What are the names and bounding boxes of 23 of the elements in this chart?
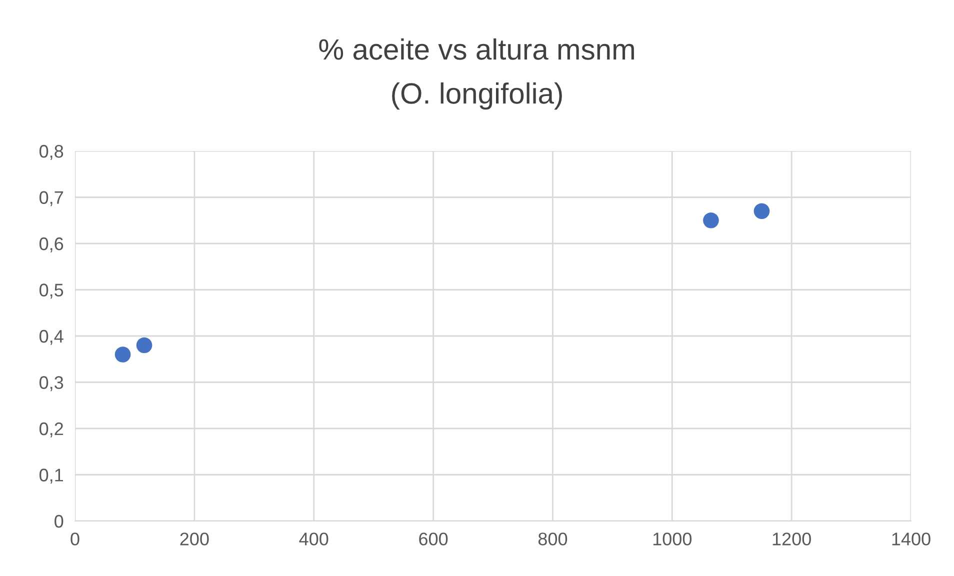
x-tick-label: 800	[538, 532, 568, 546]
x-tick-label: 600	[419, 532, 448, 546]
point	[754, 203, 770, 220]
y-tick-label: 0,5	[39, 284, 64, 299]
y-tick-label: 0,8	[39, 144, 64, 160]
x-tick-label: 400	[299, 532, 328, 546]
y-tick-label: 0,2	[39, 422, 63, 438]
x-tick-label: 200	[180, 532, 209, 546]
x-tick-label: 1000	[653, 532, 692, 546]
x-tick-label: 1200	[772, 532, 811, 546]
y-tick-label: 0,7	[39, 191, 63, 206]
point	[703, 212, 719, 228]
y-tick-label: 0,1	[39, 468, 64, 484]
y-tick-label: 0,4	[39, 330, 64, 345]
x-tick-label: 0	[70, 532, 80, 546]
x-tick-label: 1400	[892, 532, 930, 546]
y-tick-label: 0	[54, 514, 64, 528]
y-tick-label: 0,6	[39, 237, 64, 252]
y-tick-label: 0,3	[39, 376, 64, 392]
chart-title: % aceite vs altura msnm	[319, 38, 634, 60]
chart-subtitle: (O. longifolia)	[392, 82, 562, 110]
point	[136, 337, 152, 354]
point	[114, 346, 131, 362]
